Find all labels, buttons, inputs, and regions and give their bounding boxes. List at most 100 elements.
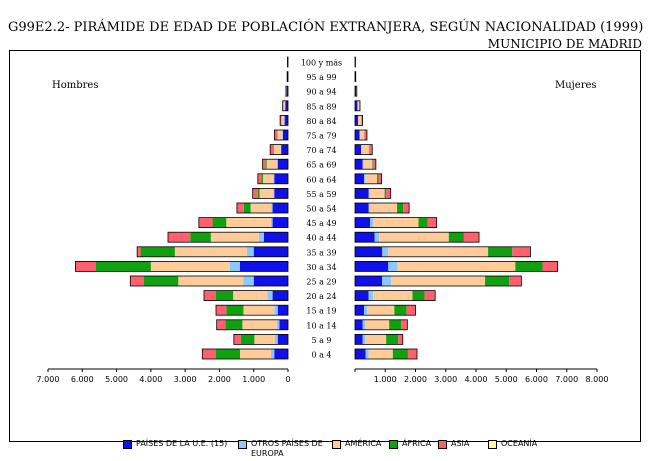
legend-item: ÁFRICA xyxy=(389,439,431,449)
bar-mujeres-seg xyxy=(543,261,558,271)
bar-hombres-seg xyxy=(211,232,259,242)
bar-hombres-seg xyxy=(251,203,272,213)
bar-mujeres-seg xyxy=(355,349,366,359)
bar-hombres-seg xyxy=(264,232,288,242)
left-side-label: Hombres xyxy=(52,80,98,91)
bar-mujeres-seg xyxy=(397,261,515,271)
age-group-label: 70 a 74 xyxy=(306,146,336,155)
bar-hombres-seg xyxy=(266,159,267,169)
bar-mujeres-seg xyxy=(403,203,409,213)
bar-mujeres-seg xyxy=(355,130,360,140)
bar-mujeres-seg xyxy=(382,247,388,257)
x-tick-label-right: 3.000 xyxy=(434,375,457,384)
x-tick-label-left: 1.000 xyxy=(242,375,265,384)
bar-hombres-seg xyxy=(259,232,264,242)
chart-subtitle: MUNICIPIO DE MADRID xyxy=(488,37,642,51)
bar-mujeres-seg xyxy=(398,334,403,344)
right-side-label: Mujeres xyxy=(555,80,597,91)
bar-mujeres-seg xyxy=(369,291,374,301)
bar-mujeres-seg xyxy=(388,247,488,257)
age-group-label: 60 a 64 xyxy=(306,175,336,184)
bar-mujeres-seg xyxy=(355,334,363,344)
bar-mujeres-seg xyxy=(355,320,363,330)
bar-hombres-seg xyxy=(274,174,288,184)
bar-hombres-seg xyxy=(241,334,255,344)
legend-item: OTROS PAÍSES DE EUROPA xyxy=(238,439,330,459)
bar-mujeres-seg xyxy=(365,320,389,330)
bar-hombres-seg xyxy=(274,349,288,359)
x-tick-label-right: 5.000 xyxy=(495,375,518,384)
bar-mujeres-seg xyxy=(355,232,375,242)
bar-hombres-seg xyxy=(273,188,274,198)
bar-hombres-seg xyxy=(175,247,247,257)
bar-hombres-seg xyxy=(270,145,273,155)
bar-hombres-seg xyxy=(226,305,243,315)
bar-hombres-seg xyxy=(278,305,288,315)
bar-mujeres-seg xyxy=(515,261,542,271)
legend-swatch xyxy=(389,440,398,449)
bar-mujeres-seg xyxy=(397,203,403,213)
bar-hombres-seg xyxy=(75,261,96,271)
age-group-label: 30 a 34 xyxy=(306,263,336,272)
bar-hombres-seg xyxy=(283,101,285,111)
bar-hombres-seg xyxy=(230,261,240,271)
bar-mujeres-seg xyxy=(363,159,372,169)
bar-mujeres-seg xyxy=(389,320,401,330)
age-group-label: 15 a 19 xyxy=(306,307,336,316)
bar-hombres-seg xyxy=(130,276,144,286)
bar-hombres-seg xyxy=(260,188,274,198)
bar-mujeres-seg xyxy=(394,305,406,315)
bar-mujeres-seg xyxy=(360,130,365,140)
legend-item: ASIA xyxy=(438,439,469,449)
bar-hombres-seg xyxy=(213,218,227,228)
bar-hombres-seg xyxy=(240,261,288,271)
bar-hombres-outline xyxy=(287,57,288,67)
bar-mujeres-seg xyxy=(377,174,379,184)
bar-mujeres-seg xyxy=(355,261,388,271)
age-group-label: 55 a 59 xyxy=(306,190,336,199)
bar-hombres-seg xyxy=(285,115,288,125)
bar-mujeres-seg xyxy=(406,305,415,315)
bar-mujeres-seg xyxy=(358,115,361,125)
bar-mujeres-seg xyxy=(382,276,391,286)
bar-mujeres-seg xyxy=(485,276,509,286)
bar-hombres-seg xyxy=(226,218,271,228)
bar-hombres-seg xyxy=(216,305,226,315)
bar-hombres-seg xyxy=(144,276,178,286)
bar-mujeres-seg xyxy=(488,247,512,257)
bar-hombres-seg xyxy=(217,320,226,330)
bar-mujeres-seg xyxy=(366,349,369,359)
age-group-label: 95 a 99 xyxy=(306,73,336,82)
bar-mujeres-seg xyxy=(379,232,449,242)
x-tick-label-left: 3.000 xyxy=(174,375,197,384)
bar-hombres-seg xyxy=(274,188,288,198)
bar-mujeres-seg xyxy=(370,218,373,228)
bar-hombres-seg xyxy=(274,145,281,155)
bar-mujeres-seg xyxy=(355,247,382,257)
bar-hombres-seg xyxy=(277,130,282,140)
bar-hombres-seg xyxy=(96,261,151,271)
legend-label: PAÍSES DE LA U.E. (15) xyxy=(136,439,227,449)
bar-mujeres-seg xyxy=(369,203,370,213)
age-group-label: 80 a 84 xyxy=(306,117,336,126)
bar-hombres-seg xyxy=(273,218,288,228)
bar-mujeres-seg xyxy=(370,188,385,198)
bar-hombres-seg xyxy=(275,334,278,344)
bar-hombres-seg xyxy=(168,232,190,242)
bar-hombres-seg xyxy=(267,291,272,301)
x-tick-label-right: 6.000 xyxy=(525,375,548,384)
bar-mujeres-seg xyxy=(428,218,437,228)
age-group-label: 20 a 24 xyxy=(306,292,336,301)
bar-mujeres-seg xyxy=(355,291,369,301)
bar-hombres-seg xyxy=(285,101,288,111)
chart-title: G99E2.2- PIRÁMIDE DE EDAD DE POBLACIÓN E… xyxy=(8,20,643,35)
x-tick-label-left: 5.000 xyxy=(105,375,128,384)
bar-mujeres-seg xyxy=(375,232,380,242)
bar-hombres-seg xyxy=(234,334,241,344)
bar-hombres-seg xyxy=(267,159,277,169)
bar-hombres-seg xyxy=(244,203,251,213)
bar-hombres-seg xyxy=(237,203,244,213)
bar-hombres-seg xyxy=(273,174,274,184)
bar-mujeres-seg xyxy=(509,276,521,286)
